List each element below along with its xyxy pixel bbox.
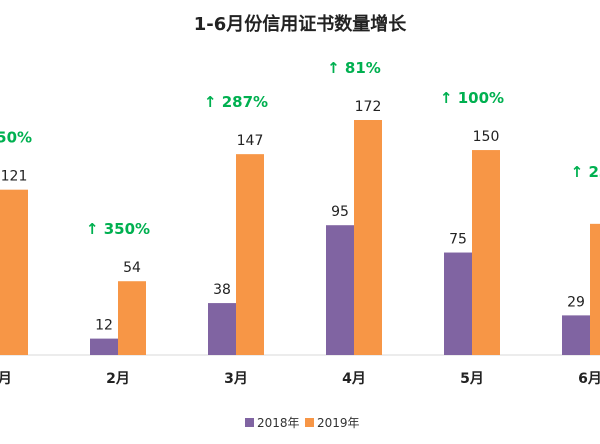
data-label-2018-3: 38: [213, 282, 231, 298]
bar-2019-5: [472, 150, 500, 355]
category-label-4: 4月: [342, 371, 366, 387]
data-label-2019-1: 121: [1, 169, 28, 185]
category-label-6: 6月: [578, 371, 600, 387]
growth-label-1: ↑ 450%: [0, 129, 32, 147]
bar-2019-6: [590, 223, 600, 355]
growth-label-2: ↑ 350%: [86, 220, 150, 238]
data-label-2018-5: 75: [449, 232, 467, 248]
category-label-2: 2月: [106, 371, 130, 387]
growth-label-4: ↑ 81%: [327, 59, 381, 77]
data-label-2018-6: 29: [567, 294, 585, 310]
bar-2019-1: [0, 189, 28, 355]
data-label-2019-2: 54: [123, 260, 141, 276]
data-label-2019-5: 150: [473, 129, 500, 145]
growth-label-5: ↑ 100%: [440, 89, 504, 107]
bar-2019-3: [236, 154, 264, 355]
chart-title: 1-6月份信用证书数量增长: [194, 13, 408, 35]
category-label-5: 5月: [460, 371, 484, 387]
data-label-2018-4: 95: [331, 204, 349, 220]
growth-label-3: ↑ 287%: [204, 93, 268, 111]
bar-2018-2: [90, 338, 118, 355]
bar-2019-4: [354, 120, 382, 355]
bar-2018-4: [326, 225, 354, 355]
legend-label-2019: 2019年: [317, 416, 360, 430]
bar-2019-2: [118, 281, 146, 355]
growth-label-6: ↑ 23: [571, 163, 600, 181]
data-label-2018-2: 12: [95, 318, 113, 334]
bar-2018-3: [208, 303, 236, 355]
bar-2018-5: [444, 252, 472, 355]
data-label-2019-3: 147: [237, 133, 264, 149]
chart-marks: 121 1月 ↑ 450% 12 54 2月 ↑ 350% 38 147 3月 ↑ 287% 95 17…: [0, 59, 600, 387]
bar-2018-6: [562, 315, 590, 355]
category-label-1: 1月: [0, 371, 12, 387]
legend-swatch-2019: [305, 418, 314, 427]
legend-swatch-2018: [245, 418, 254, 427]
data-label-2019-4: 172: [355, 99, 382, 115]
category-label-3: 3月: [224, 371, 248, 387]
legend-label-2018: 2018年: [257, 416, 300, 430]
legend: 2018年 2019年: [245, 416, 360, 430]
